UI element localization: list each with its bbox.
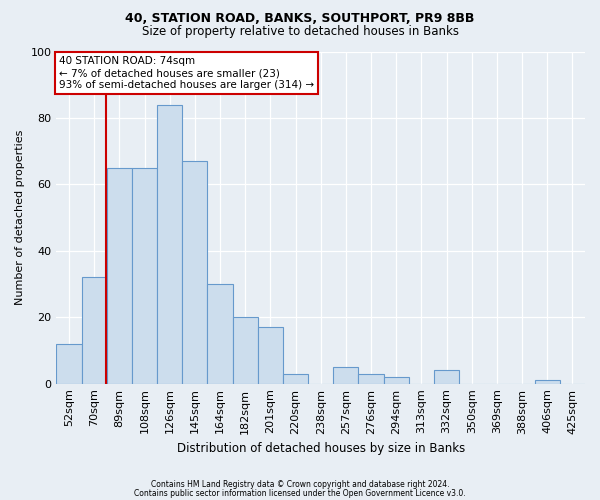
Bar [535,380,560,384]
Text: 40 STATION ROAD: 74sqm
← 7% of detached houses are smaller (23)
93% of semi-deta: 40 STATION ROAD: 74sqm ← 7% of detached … [59,56,314,90]
Bar [107,168,132,384]
Bar [434,370,459,384]
Bar [383,377,409,384]
Text: 40, STATION ROAD, BANKS, SOUTHPORT, PR9 8BB: 40, STATION ROAD, BANKS, SOUTHPORT, PR9 … [125,12,475,26]
Y-axis label: Number of detached properties: Number of detached properties [15,130,25,306]
Bar [258,327,283,384]
Bar [233,317,258,384]
Bar [82,278,107,384]
Bar [182,161,208,384]
Text: Size of property relative to detached houses in Banks: Size of property relative to detached ho… [142,25,458,38]
Bar [358,374,383,384]
Bar [157,104,182,384]
X-axis label: Distribution of detached houses by size in Banks: Distribution of detached houses by size … [176,442,465,455]
Bar [56,344,82,384]
Text: Contains public sector information licensed under the Open Government Licence v3: Contains public sector information licen… [134,489,466,498]
Bar [208,284,233,384]
Bar [283,374,308,384]
Bar [132,168,157,384]
Text: Contains HM Land Registry data © Crown copyright and database right 2024.: Contains HM Land Registry data © Crown c… [151,480,449,489]
Bar [333,367,358,384]
